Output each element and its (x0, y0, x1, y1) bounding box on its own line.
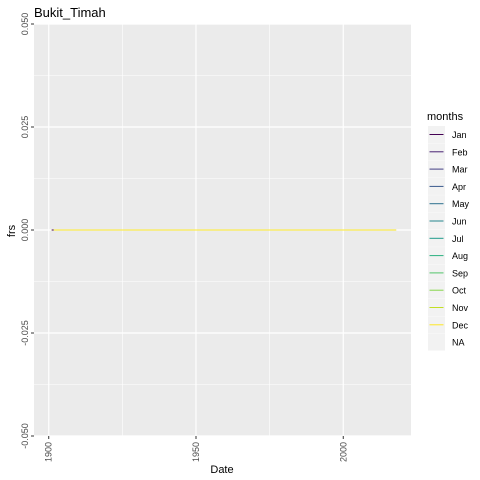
y-tick-label: -0.025 (20, 320, 30, 346)
legend-key (428, 333, 445, 351)
x-axis-ticks: 1900 1950 2000 (44, 436, 348, 462)
y-axis-ticks: 0.050 0.025 0.000 -0.025 -0.050 (20, 13, 34, 449)
legend-label-dec: Dec (452, 320, 469, 330)
legend-label-aug: Aug (452, 251, 468, 261)
y-tick-label: 0.000 (20, 219, 30, 242)
legend-label-na: NA (452, 338, 465, 348)
legend-label-jan: Jan (452, 130, 467, 140)
y-tick-label: 0.025 (20, 116, 30, 139)
chart-title: Bukit_Timah (34, 5, 106, 20)
legend-title: months (427, 111, 464, 123)
y-tick-label: 0.050 (20, 13, 30, 36)
legend: months Jan Feb Mar Apr May Jun Jul Aug Sep Oct Nov… (427, 111, 470, 351)
y-axis-title: frs (6, 224, 18, 237)
legend-label-nov: Nov (452, 303, 469, 313)
legend-label-may: May (452, 199, 470, 209)
x-tick-label: 2000 (338, 442, 348, 462)
y-tick-label: -0.050 (20, 423, 30, 449)
legend-label-mar: Mar (452, 165, 468, 175)
legend-label-sep: Sep (452, 268, 468, 278)
legend-label-oct: Oct (452, 286, 467, 296)
legend-label-jun: Jun (452, 217, 467, 227)
x-tick-label: 1900 (44, 442, 54, 462)
x-tick-label: 1950 (191, 442, 201, 462)
legend-label-jul: Jul (452, 234, 464, 244)
x-axis-title: Date (210, 464, 233, 476)
legend-label-apr: Apr (452, 182, 466, 192)
legend-label-feb: Feb (452, 147, 468, 157)
